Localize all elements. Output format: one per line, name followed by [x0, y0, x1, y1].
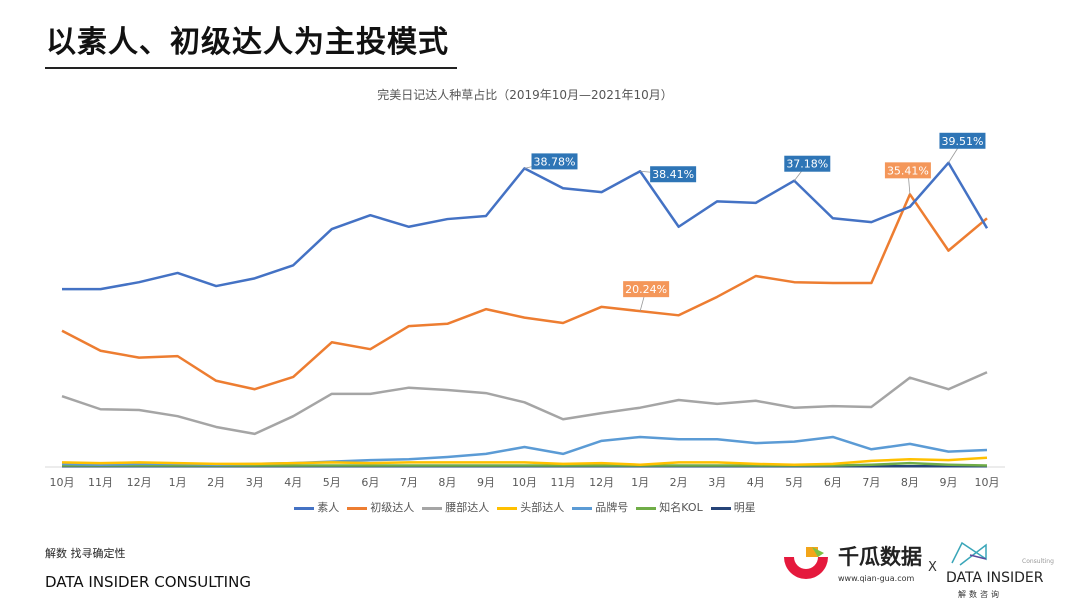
- qiangua-logo-icon: [784, 547, 828, 579]
- datainsider-cn: 解数咨询: [958, 590, 1002, 599]
- legend-label: 明星: [733, 501, 756, 514]
- data-label: 39.51%: [941, 135, 983, 148]
- x-tick-label: 4月: [747, 476, 765, 489]
- legend-swatch: [422, 506, 443, 510]
- datainsider-name: DATA INSIDER: [946, 570, 1044, 586]
- legend-item: 腰部达人: [422, 501, 490, 514]
- data-label-box: [939, 132, 986, 149]
- company-name: DATA INSIDER CONSULTING: [45, 573, 251, 591]
- series-line-头部达人: [61, 456, 988, 466]
- legend-swatch: [710, 506, 731, 510]
- x-tick-label: 4月: [284, 476, 302, 489]
- data-label-box: [650, 166, 697, 183]
- datainsider-tag: Consulting: [1022, 558, 1054, 565]
- legend-swatch: [294, 506, 315, 510]
- x-tick-label: 5月: [785, 476, 803, 489]
- x-tick-label: 12月: [127, 476, 152, 489]
- x-tick-label: 7月: [400, 476, 418, 489]
- x-tick-label: 8月: [901, 476, 919, 489]
- legend-item: 素人: [294, 501, 340, 514]
- title-underline: [45, 67, 457, 69]
- legend-swatch: [636, 506, 657, 510]
- slide-title: 以素人、初级达人为主投模式: [46, 25, 449, 60]
- data-label-box: [884, 162, 931, 179]
- x-tick-label: 2月: [207, 476, 225, 489]
- slogan: 解数 找寻确定性: [45, 547, 126, 560]
- x-tick-label: 10月: [50, 476, 75, 489]
- data-label: 35.41%: [887, 164, 929, 177]
- x-tick-label: 12月: [589, 476, 614, 489]
- legend-label: 初级达人: [370, 501, 415, 514]
- legend-item: 品牌号: [572, 501, 629, 514]
- series-line-初级达人: [61, 193, 988, 391]
- x-tick-label: 9月: [939, 476, 957, 489]
- series-line-腰部达人: [61, 371, 988, 436]
- legend-swatch: [497, 506, 518, 510]
- legend-item: 知名KOL: [636, 501, 703, 514]
- series-line-品牌号: [61, 435, 988, 466]
- data-label: 20.24%: [625, 283, 667, 296]
- x-tick-label: 8月: [438, 476, 456, 489]
- x-tick-label: 10月: [512, 476, 537, 489]
- data-label: 38.41%: [652, 168, 694, 181]
- x-tick-label: 1月: [631, 476, 649, 489]
- x-tick-label: 7月: [862, 476, 880, 489]
- legend-label: 品牌号: [595, 501, 629, 514]
- legend-label: 头部达人: [520, 501, 565, 514]
- x-tick-label: 2月: [670, 476, 688, 489]
- chart-legend: 素人 初级达人 腰部达人 头部达人 品牌号 知名KOL 明星: [0, 501, 1050, 514]
- data-label-box: [784, 155, 831, 172]
- legend-swatch: [572, 506, 593, 510]
- legend-item: 初级达人: [347, 501, 415, 514]
- chart-title: 完美日记达人种草占比（2019年10月—2021年10月）: [377, 88, 673, 102]
- data-label: 38.78%: [534, 155, 576, 168]
- legend-label: 腰部达人: [445, 501, 490, 514]
- x-tick-label: 11月: [88, 476, 113, 489]
- data-label: 37.18%: [786, 158, 828, 171]
- data-label-box: [623, 281, 670, 298]
- qiangua-name: 千瓜数据: [838, 545, 922, 569]
- datainsider-logo-icon: [951, 541, 987, 566]
- legend-swatch: [347, 506, 368, 510]
- series-line-素人: [62, 161, 989, 291]
- x-tick-label: 3月: [708, 476, 726, 489]
- x-tick-label: 3月: [246, 476, 264, 489]
- x-tick-label: 6月: [824, 476, 842, 489]
- data-label-box: [531, 153, 578, 170]
- qiangua-url: www.qian-gua.com: [838, 574, 915, 583]
- legend-label: 素人: [317, 501, 340, 514]
- legend-label: 知名KOL: [659, 501, 703, 514]
- x-tick-label: 5月: [323, 476, 341, 489]
- logo-separator: X: [928, 560, 937, 575]
- x-tick-label: 6月: [361, 476, 379, 489]
- x-tick-label: 1月: [169, 476, 187, 489]
- legend-item: 头部达人: [497, 501, 565, 514]
- legend-item: 明星: [710, 501, 756, 514]
- x-tick-label: 9月: [477, 476, 495, 489]
- x-tick-label: 10月: [975, 476, 1000, 489]
- x-tick-label: 11月: [551, 476, 576, 489]
